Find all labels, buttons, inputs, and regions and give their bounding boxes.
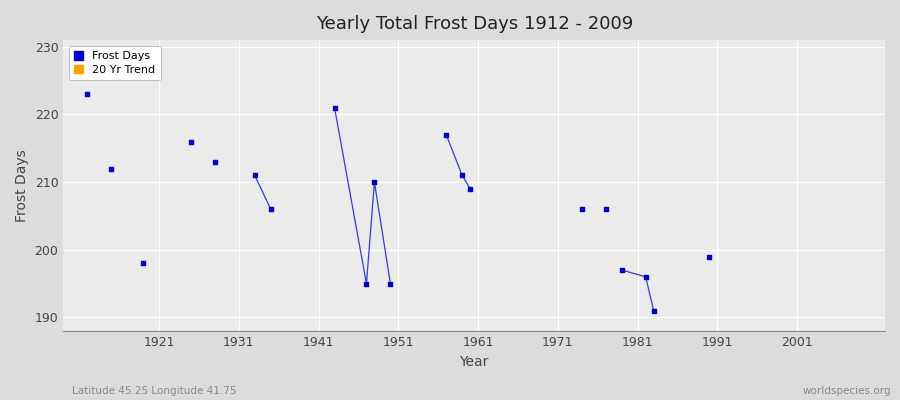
Point	[463, 186, 477, 192]
Point	[367, 179, 382, 185]
Title: Yearly Total Frost Days 1912 - 2009: Yearly Total Frost Days 1912 - 2009	[316, 15, 633, 33]
Text: Latitude 45.25 Longitude 41.75: Latitude 45.25 Longitude 41.75	[72, 386, 237, 396]
Point	[455, 172, 470, 178]
Point	[702, 253, 716, 260]
Point	[104, 165, 119, 172]
Point	[80, 91, 94, 98]
Point	[638, 274, 652, 280]
Point	[383, 280, 398, 287]
Legend: Frost Days, 20 Yr Trend: Frost Days, 20 Yr Trend	[68, 46, 161, 80]
X-axis label: Year: Year	[460, 355, 489, 369]
Point	[646, 308, 661, 314]
Point	[264, 206, 278, 212]
Point	[328, 104, 342, 111]
Text: worldspecies.org: worldspecies.org	[803, 386, 891, 396]
Point	[615, 267, 629, 273]
Point	[574, 206, 589, 212]
Y-axis label: Frost Days: Frost Days	[15, 149, 29, 222]
Point	[248, 172, 262, 178]
Point	[136, 260, 150, 266]
Point	[598, 206, 613, 212]
Point	[184, 138, 198, 145]
Point	[359, 280, 374, 287]
Point	[208, 159, 222, 165]
Point	[439, 132, 454, 138]
